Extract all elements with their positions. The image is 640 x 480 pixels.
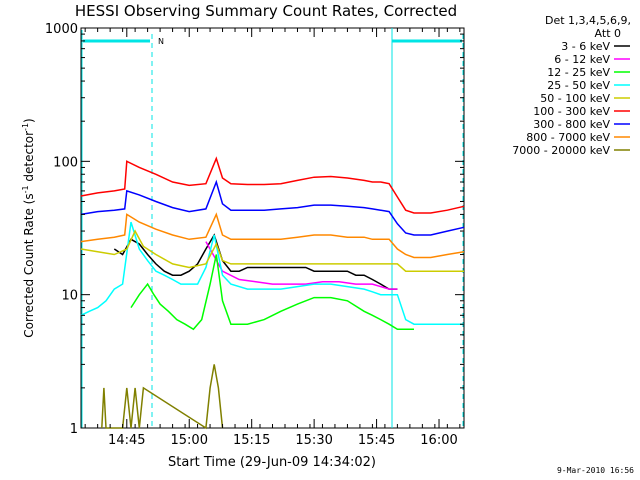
x-tick-label: 15:00 [171, 433, 208, 448]
observing-intervals: N [81, 28, 464, 428]
series-line [130, 254, 414, 331]
legend-label: 100 - 300 keV [533, 105, 610, 118]
chart-title: HESSI Observing Summary Count Rates, Cor… [75, 2, 457, 20]
legend-label: 300 - 800 keV [533, 118, 610, 131]
legend-label: 3 - 6 keV [561, 40, 610, 53]
legend-label: 800 - 7000 keV [526, 131, 610, 144]
x-tick-label: 15:45 [358, 433, 395, 448]
y-axis-label-mid: detector [22, 131, 36, 186]
y-tick-label: 10 [61, 289, 78, 304]
legend-label: 7000 - 20000 keV [512, 144, 610, 157]
interval-marker-label: N [158, 37, 164, 46]
series-line [101, 364, 224, 430]
y-tick-label: 1000 [45, 22, 78, 37]
series-layer [80, 156, 465, 430]
legend-label: 12 - 25 keV [547, 66, 610, 79]
legend-label: 25 - 50 keV [547, 79, 610, 92]
y-axis-label-sup2: -1 [21, 123, 30, 131]
series-line [80, 156, 465, 214]
series-line [80, 221, 464, 325]
y-axis-label: Corrected Count Rate (s-1 detector-1) [21, 118, 36, 337]
series-line [113, 233, 398, 290]
legend-label: 6 - 12 keV [554, 53, 610, 66]
y-axis-label-main: Corrected Count Rate (s [22, 193, 36, 337]
x-tick-label: 14:45 [108, 433, 145, 448]
x-tick-label: 16:00 [420, 433, 457, 448]
legend-header-1: Det 1,3,4,5,6,9, [545, 14, 631, 27]
x-tick-label: 15:30 [295, 433, 332, 448]
legend-label: 50 - 100 keV [540, 92, 610, 105]
legend-header-2: Att 0 [595, 27, 621, 40]
series-line [80, 229, 464, 272]
generation-timestamp: 9-Mar-2010 16:56 [556, 466, 634, 475]
y-tick-label: 1 [70, 422, 78, 437]
y-axis: 1 10 100 1000 [45, 22, 464, 437]
series-line [205, 241, 398, 290]
x-tick-label: 15:15 [233, 433, 270, 448]
y-tick-label: 100 [53, 155, 78, 170]
series-line [80, 212, 465, 259]
y-axis-label-sup1: -1 [21, 185, 30, 193]
series-line [80, 179, 465, 236]
y-axis-label-end: ) [22, 118, 36, 123]
plot-area [80, 27, 465, 429]
x-axis-label: Start Time (29-Jun-09 14:34:02) [168, 455, 376, 470]
x-axis: 14:45 15:00 15:15 15:30 15:45 16:00 [84, 28, 461, 448]
